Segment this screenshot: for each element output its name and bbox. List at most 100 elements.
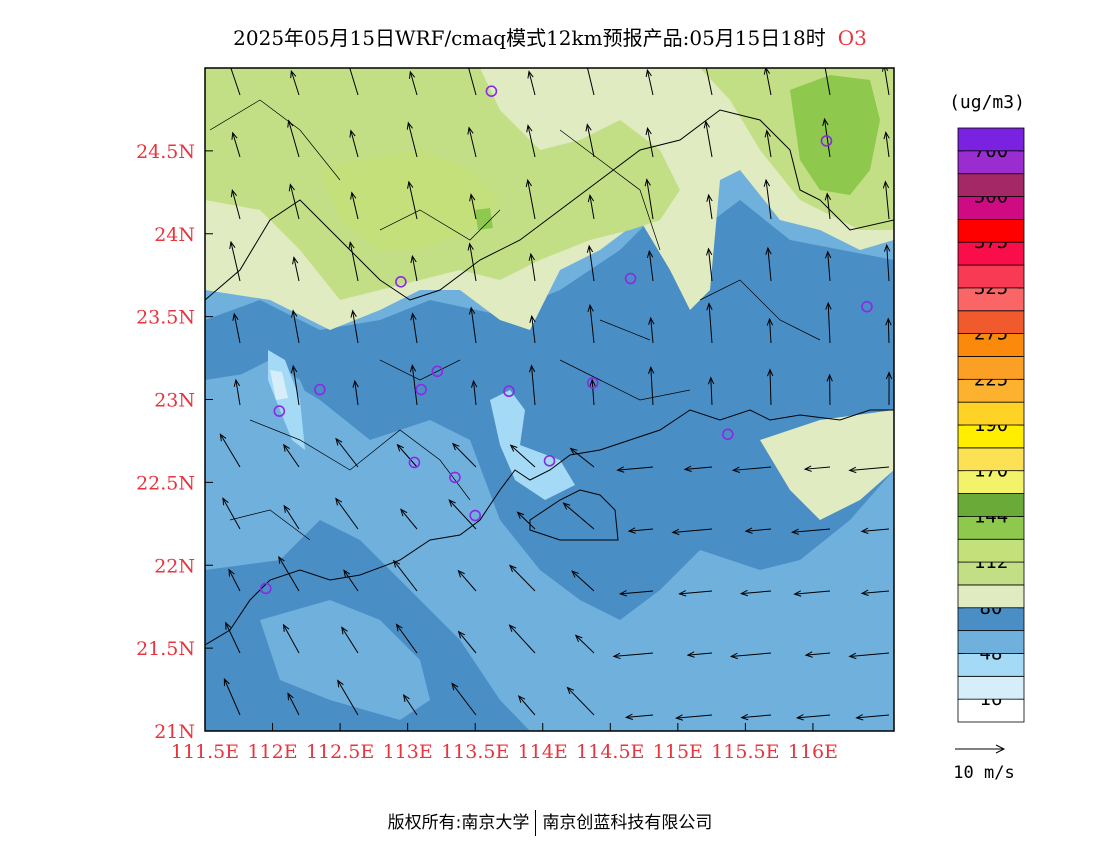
wind-arrow [509,624,536,654]
wind-arrow [228,569,241,592]
wind-arrowhead [227,59,232,66]
footer-separator [535,810,537,836]
wind-arrow [527,180,536,220]
wind-arrow [510,444,536,468]
wind-arrowhead [292,256,299,265]
field-band-16 [270,370,288,400]
wind-arrow [335,438,359,468]
wind-arrow [527,125,536,158]
wind-arrow [352,310,359,344]
wind-arrow [861,528,890,532]
wind-arrow [679,590,713,595]
wind-arrow [230,68,241,96]
station-marker [624,272,637,285]
wind-arrowhead [467,242,474,251]
lon-tick-label: 115.5E [711,741,779,763]
wind-arrow [710,377,713,406]
wind-arrow [517,511,536,530]
wind-arrowhead [288,183,295,192]
wind-arrow [765,68,772,96]
wind-arrowhead [683,465,692,472]
wind-arrowhead [283,504,291,513]
wind-arrow [849,652,890,657]
wind-arrow [708,194,713,220]
wind-arrowhead [231,131,238,140]
legend-swatch [957,538,1025,563]
wind-arrowhead [228,568,235,577]
legend-swatch [957,127,1025,152]
county-lines [209,99,821,541]
wind-arrow [648,251,654,282]
wind-arrowhead [803,465,812,472]
legend-swatch [957,493,1025,517]
wind-arrowhead [848,652,857,660]
copyright-left: 版权所有:南京大学 [387,813,530,833]
wind-arrow [531,365,536,406]
wind-arrowhead [675,714,684,721]
legend-swatch [957,173,1025,197]
wind-arrow [575,634,595,654]
wind-arrow [741,590,772,595]
wind-arrow [849,466,890,471]
wind-arrowhead [350,309,357,318]
wind-arrowhead [739,589,749,597]
wind-arrow [530,253,536,282]
wind-arrow [628,528,654,532]
wind-arrowhead [395,623,403,632]
wind-arrow [470,307,477,344]
wind-arrow [409,71,418,96]
wind-arrow [884,181,890,220]
wind-arrow [235,379,241,406]
wind-arrowhead [408,70,416,79]
wind-arrowhead [350,191,357,200]
wind-arrowhead [468,306,476,315]
wind-arrowhead [566,686,575,695]
wind-arrow [861,590,890,594]
wind-arrowhead [529,314,536,323]
wind-arrowhead [763,68,771,75]
wind-arrowhead [352,379,359,388]
wind-arrow [518,695,536,716]
legend-swatch [957,264,1025,289]
copyright-right: 南京创蓝科技有限公司 [542,813,713,833]
wind-arrowhead [406,121,413,130]
lon-tick-label: 112E [247,741,297,763]
station-marker [273,405,286,417]
wind-arrowhead [646,249,654,258]
lat-tick-label: 24.5N [136,141,195,163]
wind-arrow [283,624,300,654]
wind-arrow [350,130,359,158]
legend-swatch [957,310,1025,335]
wind-arrow [531,316,536,344]
wind-arrow [588,245,595,282]
wind-arrowhead [467,126,474,135]
wind-arrow [396,624,418,654]
wind-arrow [400,509,418,530]
wind-arrow [767,247,772,282]
wind-arrow [676,714,713,719]
wind-arrowhead [860,527,869,535]
wind-arrowhead [766,368,774,377]
wind-arrowhead [707,376,715,385]
wind-arrowhead [341,626,348,635]
wind-arrow [233,313,241,344]
wind-arrow [223,678,241,716]
map-axes: 111.5E 112E 112.5E 113E 113.5E 114E 114.5E 115E… [136,141,838,763]
wind-arrow [586,68,595,96]
wind-arrow [473,380,477,406]
wind-arrow [589,305,595,344]
wind-arrowhead [825,301,832,310]
wind-arrowhead [400,508,408,517]
wind-arrowhead [826,373,833,382]
wind-arrow [470,194,477,220]
lon-tick-label: 114.5E [576,741,644,763]
wind-arrowhead [528,252,535,261]
wind-arrow [571,570,595,592]
wind-arrowhead [763,178,771,187]
wind-arrowhead [645,126,652,136]
wind-arrow [232,132,241,158]
wind-arrowhead [409,364,417,373]
field-band-144-dot [475,208,493,230]
wind-arrowhead [346,57,351,64]
